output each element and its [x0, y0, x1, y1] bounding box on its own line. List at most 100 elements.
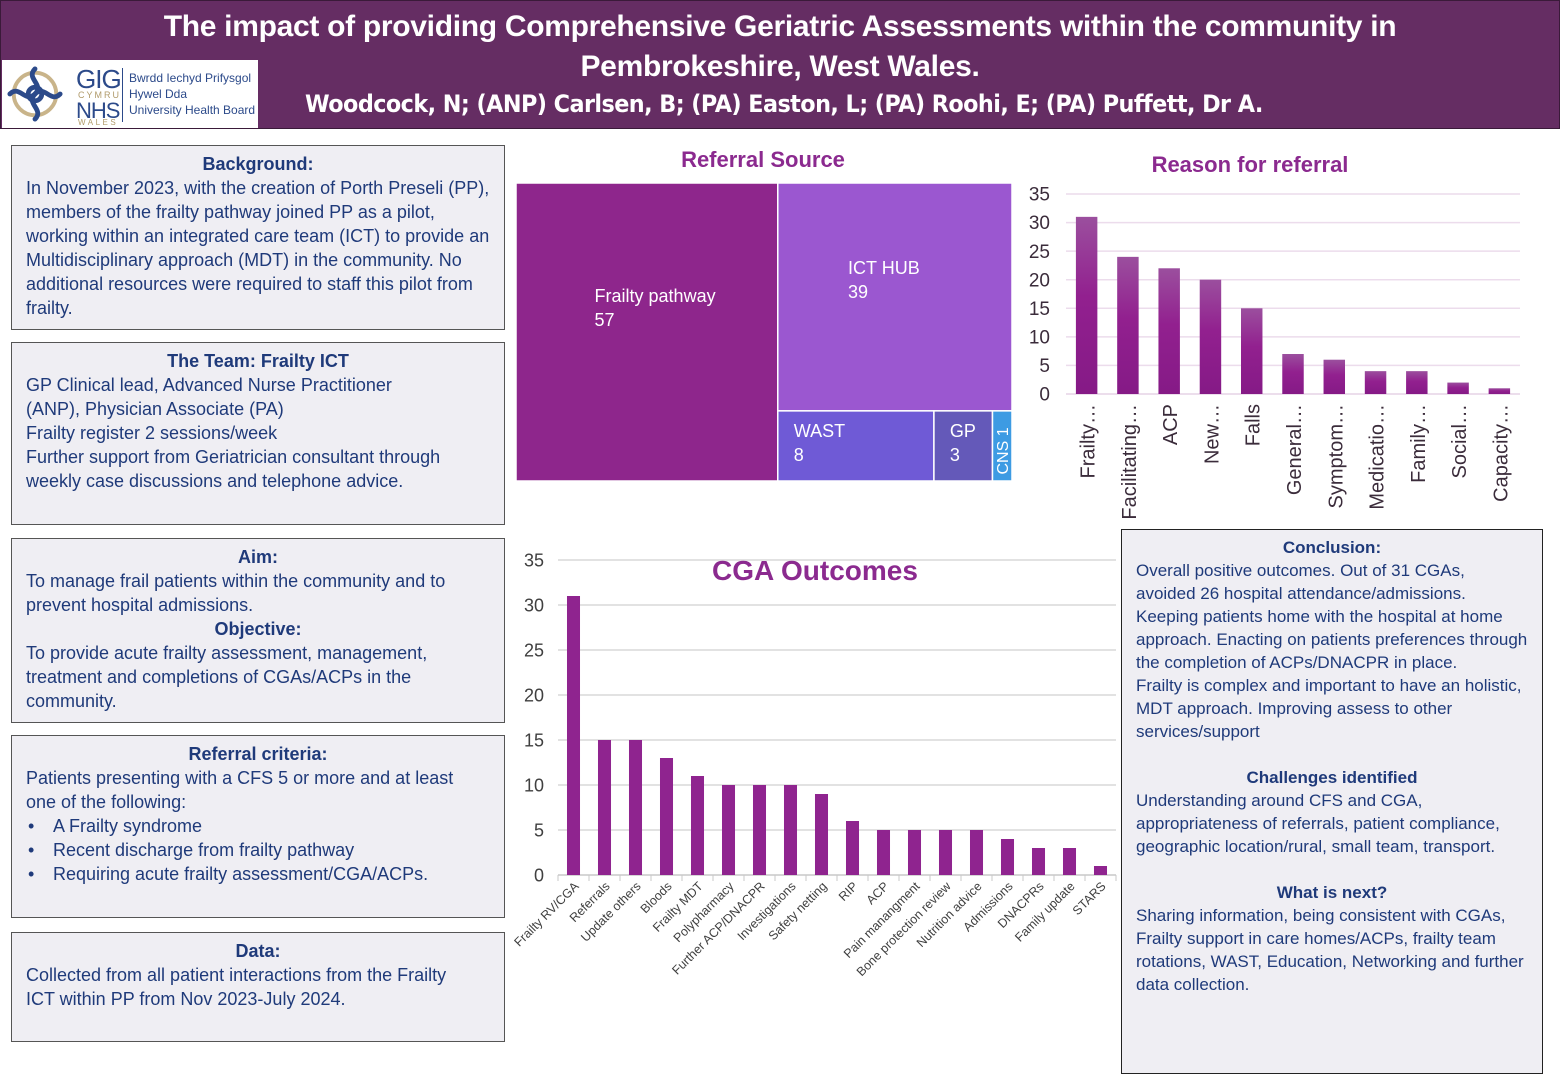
- challenges-heading: Challenges identified: [1246, 768, 1418, 787]
- objective-text: To provide acute frailty assessment, man…: [26, 643, 428, 711]
- bar: [1406, 371, 1428, 394]
- x-category-label: Family…: [1408, 404, 1430, 483]
- bar: [1240, 308, 1263, 394]
- x-category-label: ACP: [864, 879, 892, 907]
- bar: [1000, 839, 1015, 875]
- next-steps-text: Sharing information, being consistent wi…: [1136, 906, 1524, 994]
- x-category-label: Medicatio…: [1367, 404, 1389, 510]
- y-tick-label: 0: [1039, 385, 1050, 406]
- poster-title-line1: The impact of providing Comprehensive Ge…: [163, 10, 1397, 43]
- treemap-value-ict-hub: 39: [848, 282, 868, 302]
- cga-outcomes-title: CGA Outcomes: [712, 555, 918, 586]
- treemap-cell-ict-hub: [777, 182, 1013, 412]
- treemap-value-gp: 3: [950, 445, 960, 465]
- reason-for-referral-chart: 0 5 10 15 20 25 30 35 Frailty… Facilitating… ACP Ne…: [1029, 185, 1520, 520]
- spacer: [1136, 743, 1528, 766]
- celtic-knot-icon: [7, 66, 63, 122]
- treemap-label-frailty-pathway: Frailty pathway: [595, 286, 716, 306]
- logo-board-line: Bwrdd Iechyd Prifysgol: [129, 71, 252, 85]
- aim-text: To manage frail patients within the comm…: [26, 571, 446, 615]
- background-text: In November 2023, with the creation of P…: [26, 178, 490, 318]
- spacer: [1136, 858, 1528, 881]
- team-line: Frailty register 2 sessions/week: [26, 423, 278, 443]
- treemap-cell-cns: [991, 410, 1013, 482]
- x-category-label: STARS: [1070, 879, 1109, 918]
- criteria-list: A Frailty syndrome Recent discharge from…: [26, 814, 490, 886]
- logo-wales: WALES: [78, 118, 119, 127]
- logo-board-name: Bwrdd Iechyd Prifysgol Hywel Dda Univers…: [129, 70, 255, 118]
- bar: [1093, 866, 1108, 875]
- y-tick-label: 30: [1029, 213, 1050, 234]
- conclusion-text: Overall positive outcomes. Out of 31 CGA…: [1136, 561, 1528, 672]
- background-heading: Background:: [202, 154, 314, 174]
- conclusion-panel: Conclusion: Overall positive outcomes. O…: [1121, 529, 1543, 1074]
- referral-criteria-box: Referral criteria: Patients presenting w…: [11, 735, 505, 918]
- y-tick-label: 0: [534, 865, 544, 885]
- poster-title-line2: Pembrokeshire, West Wales.: [580, 50, 980, 83]
- nhs-logo: GIG CYMRU NHS WALES Bwrdd Iechyd Prifysg…: [2, 60, 258, 128]
- challenges-text: Understanding around CFS and CGA, approp…: [1136, 791, 1500, 856]
- bar: [597, 740, 612, 875]
- logo-board-line: Hywel Dda: [129, 87, 188, 101]
- treemap-cell-frailty-pathway: [515, 182, 779, 482]
- x-category-label: General…: [1284, 404, 1306, 495]
- x-category-label: Capacity…: [1490, 404, 1512, 502]
- bar: [1031, 848, 1046, 875]
- bar: [628, 740, 643, 875]
- bar: [1282, 354, 1304, 394]
- bar: [907, 830, 922, 875]
- treemap-label-gp: GP: [950, 421, 976, 441]
- bar: [814, 794, 829, 875]
- y-tick-label: 10: [524, 775, 544, 795]
- bar: [1158, 268, 1180, 394]
- bar: [1364, 371, 1387, 394]
- authors: Woodcock, N; (ANP) Carlsen, B; (PA) East…: [305, 90, 1263, 118]
- objective-heading: Objective:: [214, 619, 302, 639]
- conclusion-heading: Conclusion:: [1282, 538, 1382, 557]
- bar: [752, 785, 767, 875]
- y-tick-label: 20: [1029, 270, 1050, 291]
- bar: [1117, 256, 1139, 394]
- criteria-item: Recent discharge from frailty pathway: [26, 838, 490, 862]
- bar: [566, 596, 581, 875]
- bar: [659, 758, 674, 875]
- y-tick-label: 30: [524, 595, 544, 615]
- y-tick-label: 35: [524, 550, 544, 570]
- team-line: Further support from Geriatrician consul…: [26, 447, 441, 491]
- criteria-item: A Frailty syndrome: [26, 814, 490, 838]
- y-tick-label: 15: [524, 730, 544, 750]
- bar: [1062, 848, 1077, 875]
- x-category-label: RIP: [836, 879, 861, 904]
- x-category-label: Social…: [1449, 404, 1471, 478]
- bar: [845, 821, 860, 875]
- logo-nhs: NHS: [76, 98, 120, 123]
- bar: [1323, 359, 1346, 394]
- team-line: GP Clinical lead, Advanced Nurse Practit…: [26, 375, 392, 419]
- logo-divider: [122, 68, 123, 122]
- x-category-label: Facilitating…: [1119, 404, 1141, 520]
- treemap-label-wast: WAST: [794, 421, 845, 441]
- y-tick-label: 25: [1029, 242, 1050, 263]
- y-tick-label: 10: [1029, 328, 1050, 349]
- bar: [1199, 279, 1222, 394]
- aim-heading: Aim:: [238, 547, 278, 567]
- bar: [1488, 388, 1511, 394]
- aim-box: Aim: To manage frail patients within the…: [11, 538, 505, 723]
- logo-gig: GIG: [76, 64, 122, 94]
- x-category-label: Symptom…: [1325, 404, 1347, 508]
- bar: [1075, 216, 1098, 394]
- referral-source-treemap: Frailty pathway 57 ICT HUB 39 WAST 8 GP 3 CNS 1: [515, 182, 1013, 482]
- x-category-label: ACP: [1160, 404, 1182, 445]
- x-category-label: Frailty…: [1078, 404, 1100, 478]
- treemap-value-wast: 8: [794, 445, 804, 465]
- y-tick-label: 35: [1029, 185, 1050, 206]
- treemap-cell-gp: [933, 410, 994, 482]
- criteria-heading: Referral criteria:: [188, 744, 328, 764]
- data-text: Collected from all patient interactions …: [26, 965, 447, 1009]
- background-box: Background: In November 2023, with the c…: [11, 145, 505, 330]
- bar: [938, 830, 953, 875]
- team-box: The Team: Frailty ICT GP Clinical lead, …: [11, 342, 505, 525]
- bar: [1447, 382, 1469, 394]
- data-box: Data: Collected from all patient interac…: [11, 932, 505, 1042]
